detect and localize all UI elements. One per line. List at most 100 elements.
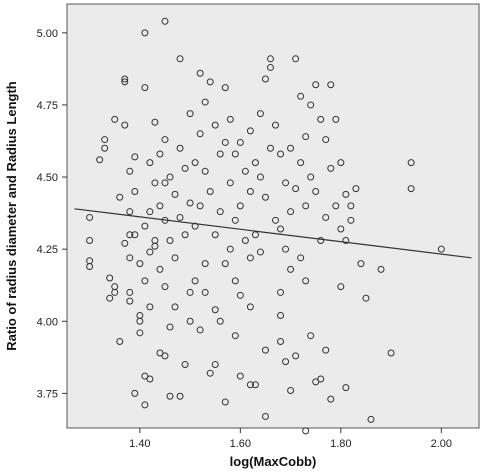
data-point	[322, 136, 330, 144]
data-point	[211, 121, 219, 129]
data-point	[181, 231, 189, 239]
data-point	[171, 303, 179, 311]
data-point	[342, 237, 350, 245]
data-point	[352, 185, 360, 193]
data-point	[111, 288, 119, 296]
data-point	[171, 254, 179, 262]
data-point	[156, 265, 164, 273]
data-point	[302, 202, 310, 210]
data-point	[211, 231, 219, 239]
data-point	[101, 136, 109, 144]
data-point	[146, 375, 154, 383]
data-point	[236, 202, 244, 210]
data-point	[166, 392, 174, 400]
data-point	[312, 378, 320, 386]
data-point	[337, 283, 345, 291]
data-point	[277, 337, 285, 345]
data-point	[251, 231, 259, 239]
data-point	[126, 231, 134, 239]
data-point	[166, 323, 174, 331]
data-point	[216, 208, 224, 216]
data-point	[176, 392, 184, 400]
data-point	[121, 239, 129, 247]
data-point	[292, 185, 300, 193]
data-point	[206, 78, 214, 86]
data-point	[287, 265, 295, 273]
data-point	[246, 187, 254, 195]
y-tick-label: 3.75	[37, 388, 58, 400]
data-point	[201, 98, 209, 106]
data-point	[317, 375, 325, 383]
data-point	[211, 361, 219, 369]
data-point	[111, 115, 119, 123]
data-point	[161, 352, 169, 360]
data-point	[231, 150, 239, 158]
data-point	[362, 294, 370, 302]
data-point	[141, 29, 149, 37]
data-point	[307, 332, 315, 340]
data-point	[272, 216, 280, 224]
data-point	[146, 159, 154, 167]
data-point	[136, 317, 144, 325]
data-point	[327, 395, 335, 403]
data-point	[221, 138, 229, 146]
data-point	[277, 288, 285, 296]
y-tick-label: 4.25	[37, 244, 58, 256]
data-point	[307, 173, 315, 181]
data-point	[342, 190, 350, 198]
data-point	[161, 17, 169, 25]
y-tick-label: 5.00	[37, 28, 58, 40]
fit-line	[74, 208, 472, 259]
data-point	[246, 381, 254, 389]
data-point	[186, 199, 194, 207]
data-point	[121, 78, 129, 86]
data-point	[302, 133, 310, 141]
data-point	[407, 159, 415, 167]
data-point	[302, 277, 310, 285]
data-point	[136, 329, 144, 337]
data-point	[201, 167, 209, 175]
y-axis: 3.75 4.00 4.25 4.50 4.75 5.00	[37, 28, 67, 400]
data-point	[136, 260, 144, 268]
data-point	[312, 81, 320, 89]
data-point	[437, 245, 445, 253]
data-point	[131, 187, 139, 195]
data-point	[221, 260, 229, 268]
data-point	[126, 297, 134, 305]
data-point	[126, 208, 134, 216]
data-point	[166, 173, 174, 181]
data-point	[342, 384, 350, 392]
data-point	[256, 110, 264, 118]
data-point	[131, 231, 139, 239]
data-point	[292, 352, 300, 360]
data-point	[241, 237, 249, 245]
data-point	[121, 121, 129, 129]
data-point	[176, 144, 184, 152]
x-tick-label: 1.40	[129, 438, 150, 450]
data-point	[231, 216, 239, 224]
data-point	[246, 254, 254, 262]
data-point	[211, 306, 219, 314]
data-point	[251, 159, 259, 167]
data-point	[141, 277, 149, 285]
data-point	[226, 179, 234, 187]
data-point	[181, 164, 189, 172]
data-point	[347, 202, 355, 210]
data-point	[337, 225, 345, 233]
data-point	[206, 369, 214, 377]
data-point	[282, 245, 290, 253]
data-point	[332, 115, 340, 123]
data-point	[297, 92, 305, 100]
data-point	[266, 63, 274, 71]
data-point	[176, 55, 184, 63]
data-point	[307, 101, 315, 109]
data-point	[146, 248, 154, 256]
x-tick-label: 2.00	[431, 438, 452, 450]
y-tick-label: 4.75	[37, 100, 58, 112]
data-point	[96, 156, 104, 164]
data-point	[261, 193, 269, 201]
data-point	[196, 202, 204, 210]
data-point	[141, 401, 149, 409]
data-point	[176, 213, 184, 221]
data-point	[106, 274, 114, 282]
